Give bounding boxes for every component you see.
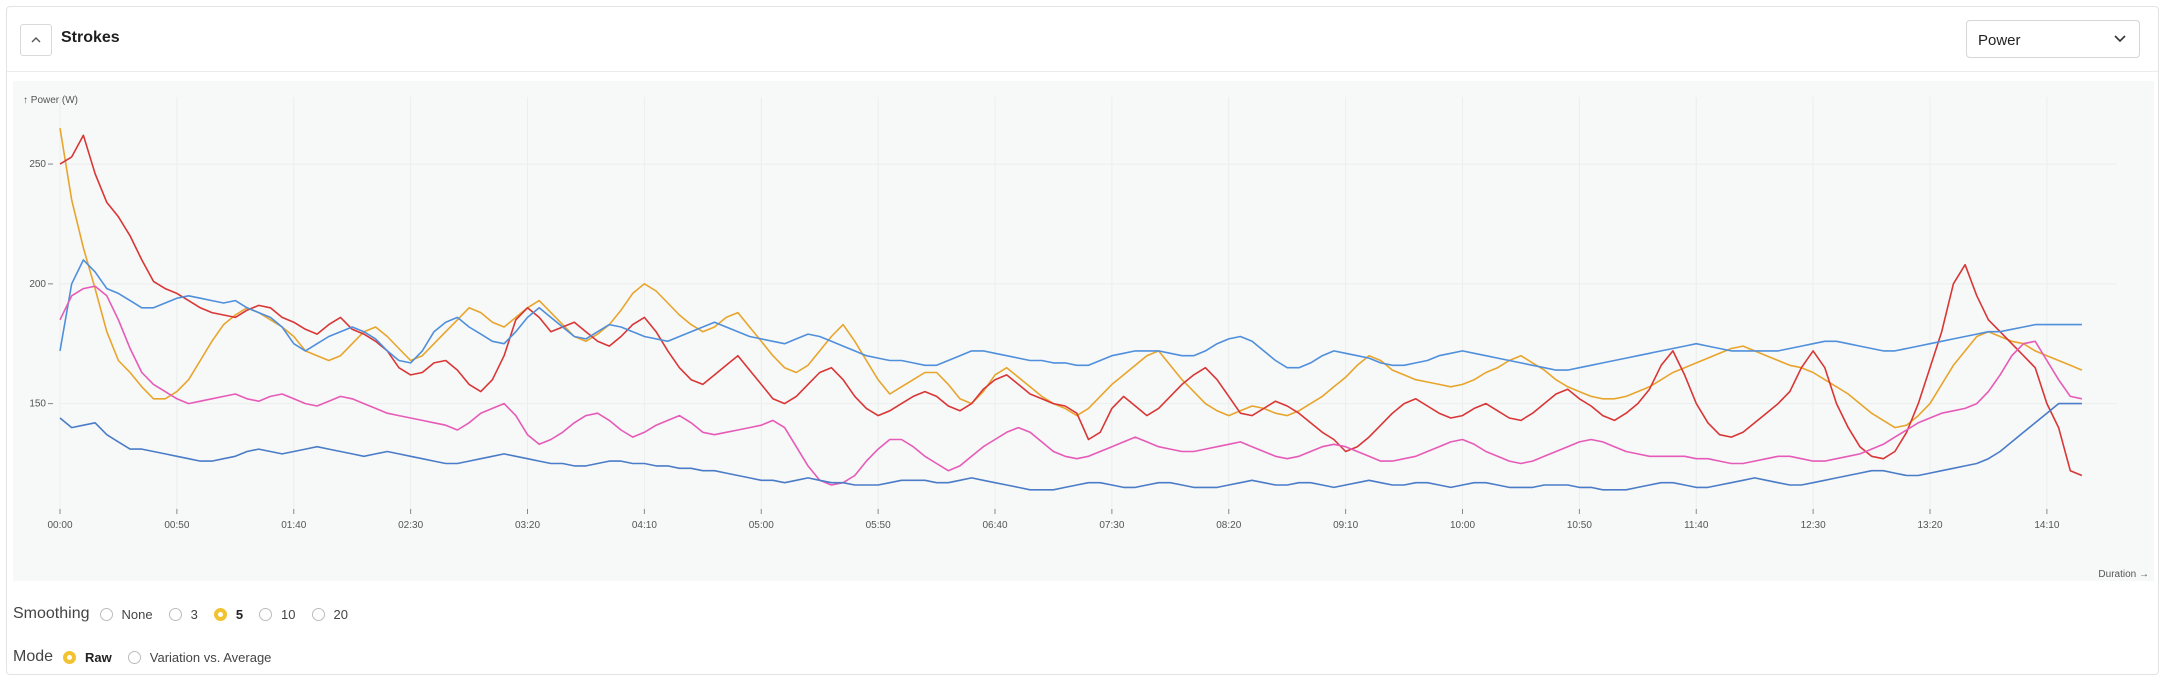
mode-option-label: Variation vs. Average (149, 649, 272, 665)
x-tick-label: 10:50 (1567, 520, 1592, 531)
mode-label: Mode (13, 648, 54, 665)
smoothing-options: None 3 5 10 20 (99, 606, 364, 622)
series-line-3 (59, 285, 2083, 486)
smoothing-option-label: None (121, 606, 153, 622)
smoothing-option-4[interactable]: 20 (311, 606, 348, 622)
x-tick-label: 07:30 (1099, 520, 1124, 531)
y-tick-label: 200 (29, 279, 46, 290)
smoothing-option-label: 3 (190, 606, 198, 622)
metric-select[interactable]: Power (1966, 20, 2140, 58)
x-tick-label: 00:00 (47, 520, 72, 531)
radio-icon (63, 650, 77, 664)
strokes-panel: Strokes Power 00:00 00:50 01:40 02:30 03:20 0… (6, 6, 2159, 675)
series-line-1 (59, 134, 2083, 477)
smoothing-option-3[interactable]: 10 (259, 606, 296, 622)
smoothing-option-0[interactable]: None (99, 606, 153, 622)
mode-row: Mode Raw Variation vs. Average (13, 648, 287, 666)
radio-icon (213, 607, 227, 621)
x-tick-label: 06:40 (982, 520, 1007, 531)
radio-icon (168, 607, 182, 621)
smoothing-option-label: 5 (235, 606, 244, 622)
x-tick-label: 09:10 (1333, 520, 1358, 531)
x-tick-label: 08:20 (1216, 520, 1241, 531)
radio-icon (311, 607, 325, 621)
y-axis-label: ↑ Power (W) (23, 95, 78, 106)
smoothing-label: Smoothing (13, 605, 90, 622)
radio-icon (259, 607, 273, 621)
series-line-2 (59, 259, 2082, 371)
x-tick-label: 03:20 (515, 520, 540, 531)
chart-area: 00:00 00:50 01:40 02:30 03:20 04:10 05:00 05:50… (13, 81, 2154, 581)
smoothing-option-2[interactable]: 5 (213, 606, 244, 622)
x-tick-label: 04:10 (632, 520, 657, 531)
x-tick-label: 05:50 (866, 520, 891, 531)
smoothing-option-label: 20 (333, 606, 348, 622)
x-axis-label: Duration → (2098, 569, 2149, 580)
chevron-down-icon (2114, 35, 2126, 43)
x-tick-label: 11:40 (1684, 520, 1709, 531)
y-tick-label: 250 (29, 159, 46, 170)
x-tick-label: 01:40 (281, 520, 306, 531)
smoothing-option-1[interactable]: 3 (168, 606, 198, 622)
power-chart: 00:00 00:50 01:40 02:30 03:20 04:10 05:00 05:50… (23, 95, 2149, 580)
x-tick-label: 12:30 (1801, 520, 1826, 531)
mode-option-1[interactable]: Variation vs. Average (127, 649, 272, 665)
x-tick-label: 02:30 (398, 520, 423, 531)
x-tick-label: 13:20 (1917, 520, 1942, 531)
collapse-button[interactable] (20, 24, 52, 56)
x-tick-label: 10:00 (1450, 520, 1475, 531)
smoothing-row: Smoothing None 3 5 10 20 (13, 605, 364, 623)
radio-icon (127, 650, 141, 664)
metric-select-value: Power (1978, 32, 2021, 49)
smoothing-option-label: 10 (281, 606, 296, 622)
x-tick-label: 14:10 (2034, 520, 2059, 531)
panel-title: Strokes (61, 29, 120, 46)
panel-header: Strokes Power (7, 7, 2158, 72)
y-tick-label: 150 (29, 399, 46, 410)
series-line-4 (59, 402, 2082, 491)
mode-option-label: Raw (85, 649, 112, 665)
radio-icon (99, 607, 113, 621)
x-tick-label: 00:50 (164, 520, 189, 531)
mode-option-0[interactable]: Raw (63, 650, 112, 665)
series-line-0 (59, 127, 2083, 429)
chevron-up-icon (31, 37, 41, 43)
mode-options: Raw Variation vs. Average (63, 650, 287, 665)
x-tick-label: 05:00 (749, 520, 774, 531)
